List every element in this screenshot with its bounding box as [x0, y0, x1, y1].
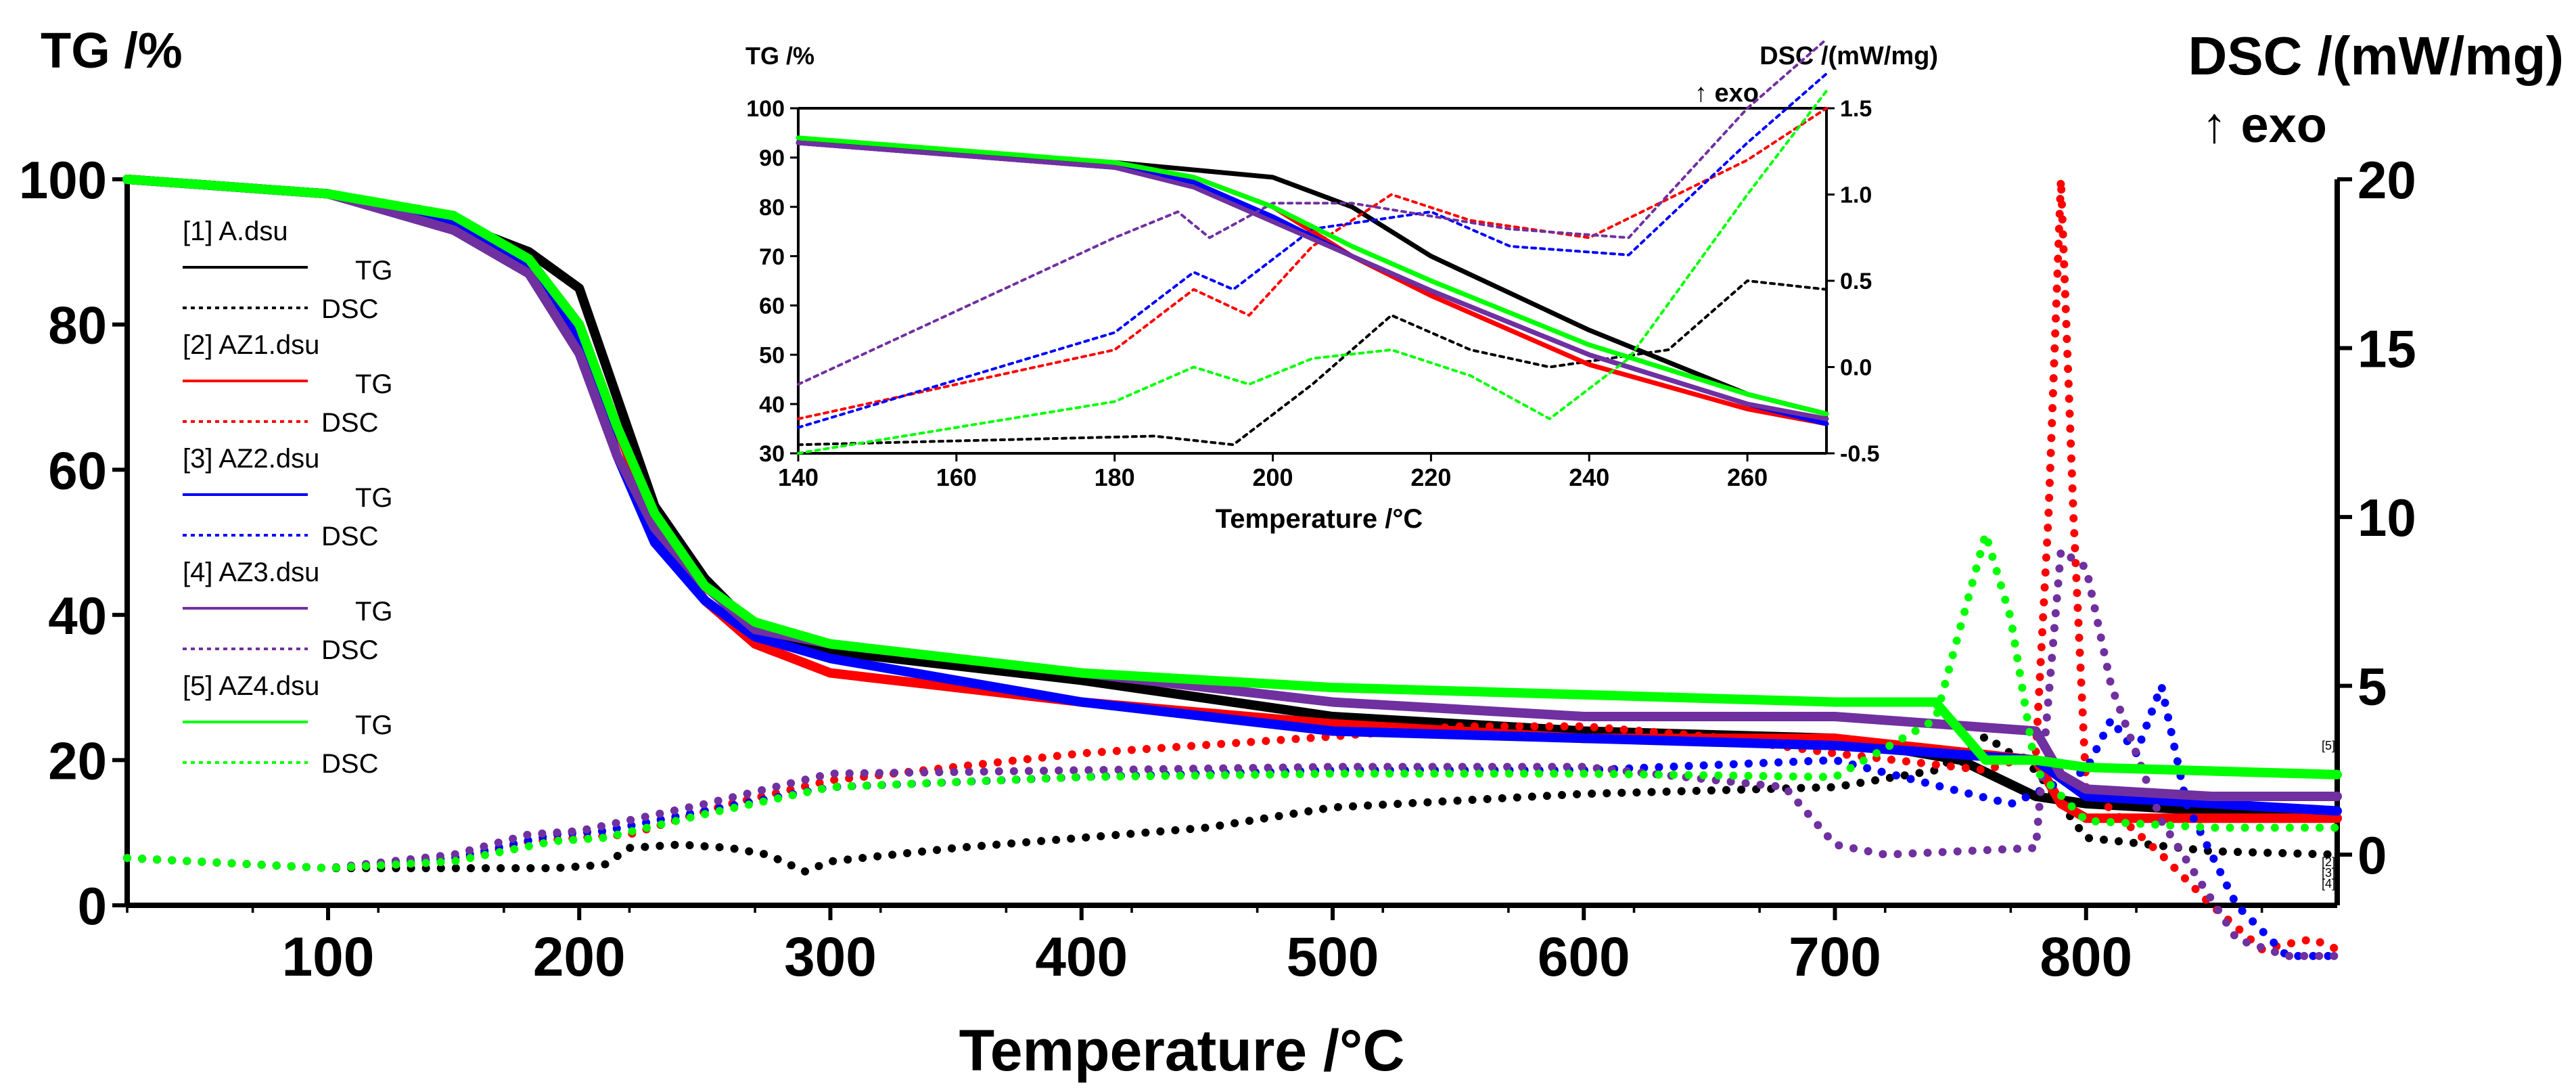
legend-dsc-label: DSC [321, 522, 378, 551]
inset-background [704, 27, 1935, 531]
inset-left-tick-label: 30 [759, 441, 785, 467]
legend-tg-label: TG [355, 369, 393, 399]
legend-file-label: [3] AZ2.dsu [183, 444, 319, 474]
inset-dsc-line-az3 [797, 38, 1828, 386]
main-tg-line-az4 [122, 175, 2342, 779]
inset-series [796, 38, 1829, 455]
inset-axes: 140 160 180 200 220 240 260 30 40 50 60 70 80 90 100 -0… [746, 96, 1879, 491]
inset-dsc-line-az2 [797, 72, 1828, 429]
inset-left-axis-title: TG /% [745, 42, 814, 70]
inset-left-tick-label: 40 [759, 392, 785, 417]
main-x-tick-label: 700 [1789, 926, 1881, 988]
main-dsc-line-az3 [123, 547, 2341, 960]
inset-x-tick-label: 200 [1252, 463, 1293, 491]
inset-x-tick-label: 180 [1095, 463, 1135, 491]
main-left-tick-label: 60 [48, 440, 107, 500]
inset-left-tick-label: 90 [759, 145, 785, 171]
inset-x-tick-label: 160 [936, 463, 977, 491]
main-dsc-line-az1 [123, 175, 2341, 953]
inset-x-axis-title: Temperature /°C [1216, 504, 1423, 534]
legend-dsc-label: DSC [321, 749, 378, 779]
legend-file-label: [5] AZ4.dsu [183, 671, 319, 701]
main-x-tick-label: 300 [784, 926, 877, 988]
inset-left-tick-label: 50 [759, 343, 785, 369]
inset-right-tick-label: -0.5 [1840, 441, 1880, 467]
main-left-tick-label: 80 [48, 296, 107, 355]
legend-tg-label: TG [355, 256, 393, 286]
legend-file-label: [4] AZ3.dsu [183, 558, 319, 587]
legend-file-label: [1] A.dsu [183, 217, 288, 246]
inset-left-tick-label: 80 [759, 195, 785, 221]
inset-right-tick-label: 1.0 [1840, 183, 1872, 208]
inset-chart: TG /% DSC /(mW/mg) ↑ exo Temperature /°C… [704, 27, 1938, 534]
main-tg-line-az2 [122, 175, 2342, 816]
main-x-tick-label: 400 [1035, 926, 1128, 988]
main-left-tick-label: 0 [78, 876, 107, 936]
main-x-tick-label: 800 [2040, 926, 2132, 988]
main-dsc-line-a [123, 732, 2341, 876]
main-x-tick-label: 600 [1538, 926, 1630, 988]
inset-left-tick-label: 100 [746, 96, 785, 122]
legend-tg-label: TG [355, 483, 393, 513]
legend-dsc-label: DSC [321, 635, 378, 665]
main-left-tick-label: 40 [48, 586, 107, 645]
inset-right-tick-label: 1.5 [1840, 96, 1872, 122]
main-x-tick-label: 500 [1287, 926, 1379, 988]
main-right-tick-label: 0 [2358, 825, 2387, 885]
inset-right-axis-title-line1: DSC /(mW/mg) [1760, 42, 1938, 70]
main-left-tick-label: 20 [48, 731, 107, 790]
main-x-tick-label: 100 [282, 926, 375, 988]
inset-dsc-line-az4 [797, 89, 1828, 455]
legend-tg-label: TG [355, 597, 393, 627]
main-series-end-marker: [5] [2322, 739, 2335, 752]
inset-x-tick-label: 140 [778, 463, 819, 491]
main-right-tick-label: 10 [2358, 488, 2416, 547]
inset-x-tick-label: 220 [1410, 463, 1451, 491]
main-right-tick-label: 15 [2358, 319, 2416, 379]
legend-tg-label: TG [355, 710, 393, 740]
main-series: [5] [2][3][4] [122, 175, 2342, 960]
main-series-end-marker: [2] [2322, 855, 2335, 869]
main-x-tick-label: 200 [533, 926, 626, 988]
main-series-end-marker: [4] [2322, 877, 2335, 890]
main-right-axis-title-line2: ↑ exo [2202, 97, 2327, 153]
inset-left-tick-label: 70 [759, 244, 785, 270]
inset-right-axis-title-line2: ↑ exo [1695, 79, 1759, 108]
inset-right-tick-label: 0.5 [1840, 269, 1872, 294]
main-x-axis-title: Temperature /°C [959, 1018, 1405, 1083]
inset-tg-line-az3 [796, 140, 1829, 422]
inset-x-tick-label: 240 [1569, 463, 1609, 491]
legend-dsc-label: DSC [321, 294, 378, 324]
inset-x-tick-label: 260 [1727, 463, 1768, 491]
main-right-tick-label: 20 [2358, 150, 2416, 210]
legend-dsc-label: DSC [321, 408, 378, 438]
main-axes: 100 200 300 400 500 600 700 800 0 20 40 60 80 100 0 5 10… [19, 150, 2416, 988]
inset-right-tick-label: 0.0 [1840, 355, 1872, 381]
main-right-tick-label: 5 [2358, 657, 2387, 717]
main-series-end-marker: [3] [2322, 866, 2335, 880]
main-left-tick-label: 100 [19, 150, 107, 210]
inset-tg-line-az4 [796, 135, 1829, 417]
main-right-axis-title-line1: DSC /(mW/mg) [2188, 26, 2564, 86]
main-left-axis-title: TG /% [41, 22, 183, 78]
inset-left-tick-label: 60 [759, 294, 785, 319]
legend-file-label: [2] AZ1.dsu [183, 330, 319, 360]
inset-dsc-line-a [797, 279, 1828, 447]
inset-dsc-line-az1 [797, 107, 1828, 420]
main-tg-line-a [122, 175, 2342, 823]
